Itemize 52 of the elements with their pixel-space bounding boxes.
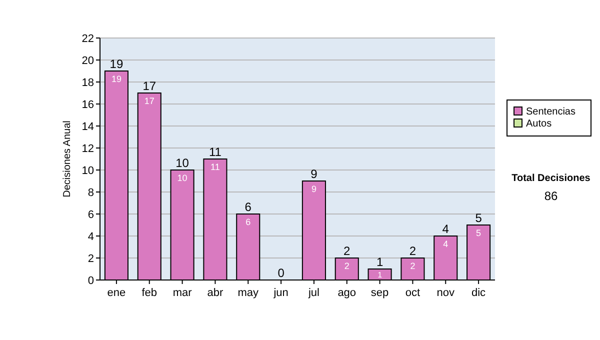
y-tick-label: 18 xyxy=(82,76,94,89)
text: Total Decisiones xyxy=(512,173,591,184)
y-axis-title: Decisiones Anual xyxy=(62,120,73,198)
y-tick-label: 14 xyxy=(82,120,94,133)
x-tick-label: dic xyxy=(472,287,486,299)
y-tick-label: 6 xyxy=(88,208,94,221)
y-tick-label: 10 xyxy=(82,164,94,177)
x-tick-label: nov xyxy=(436,287,455,299)
y-tick-label: 16 xyxy=(82,98,94,111)
data-label: 5 xyxy=(476,228,482,238)
data-label: 1 xyxy=(378,270,383,280)
total-label: 5 xyxy=(475,211,482,225)
total-label: 9 xyxy=(310,167,318,181)
data-label: 19 xyxy=(111,74,122,84)
legend-label: Autos xyxy=(526,118,552,130)
y-tick-label: 2 xyxy=(88,252,94,265)
x-tick-label: jul xyxy=(307,287,320,299)
data-label: 2 xyxy=(410,261,416,272)
x-tick-label: oct xyxy=(405,287,420,299)
x-tick-label: ago xyxy=(338,287,356,299)
total-label: 6 xyxy=(244,200,252,214)
y-tick-label: 20 xyxy=(82,54,94,67)
data-label: 4 xyxy=(443,239,448,250)
data-label: 6 xyxy=(246,217,251,228)
total-label: 19 xyxy=(110,57,124,71)
total-label: 11 xyxy=(208,145,222,159)
total-label: 2 xyxy=(344,244,351,258)
text: 86 xyxy=(544,189,558,203)
x-tick-label: mar xyxy=(172,287,192,299)
x-tick-label: sep xyxy=(370,287,389,299)
x-tick-label: jun xyxy=(272,287,288,299)
x-tick-label: ene xyxy=(107,287,126,299)
y-tick-label: 12 xyxy=(82,142,94,155)
total-label: 0 xyxy=(278,266,285,280)
data-label: 10 xyxy=(177,173,188,184)
y-tick-label: 0 xyxy=(88,274,94,287)
total-label: 4 xyxy=(442,222,450,236)
data-label: 17 xyxy=(144,96,154,106)
total-label: 10 xyxy=(176,156,190,170)
y-tick-label: 4 xyxy=(88,230,94,243)
y-tick-label: 8 xyxy=(88,186,94,199)
legend-label: Sentencias xyxy=(526,106,576,118)
total-label: 17 xyxy=(142,79,156,93)
data-label: 2 xyxy=(344,261,350,272)
total-label: 1 xyxy=(376,255,384,269)
data-label: 9 xyxy=(311,184,316,194)
data-label: 11 xyxy=(210,162,220,172)
x-tick-label: may xyxy=(238,287,260,299)
total-label: 2 xyxy=(409,244,416,258)
y-tick-label: 22 xyxy=(82,32,94,45)
x-tick-label: feb xyxy=(142,287,158,299)
x-tick-label: abr xyxy=(207,287,224,299)
